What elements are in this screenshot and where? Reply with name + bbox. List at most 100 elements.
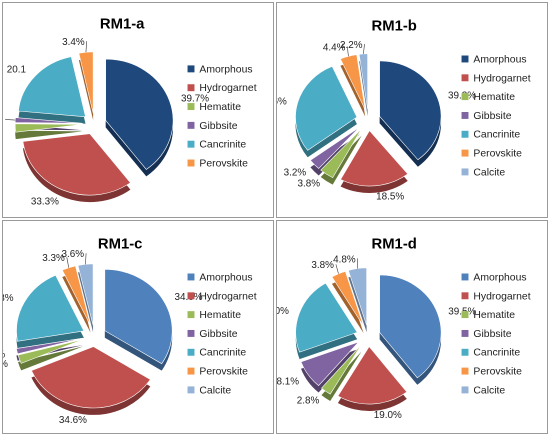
legend-rm1-d: Amorphous Hydrogarnet Hematite Gibbsite Canc… bbox=[462, 272, 531, 396]
legend-label-hematite: Hematite bbox=[473, 310, 515, 321]
leader-line-perovskite bbox=[336, 264, 339, 273]
legend-swatch-calcite bbox=[462, 386, 469, 393]
legend-swatch-gibbsite bbox=[188, 330, 195, 337]
legend-swatch-amorphous bbox=[462, 274, 469, 281]
data-label-cancrinite: 28.6% bbox=[277, 96, 287, 107]
chart-title-rm1-a: RM1-a bbox=[100, 17, 145, 33]
legend-swatch-gibbsite bbox=[462, 330, 469, 337]
data-label-hydrogarnet: 33.3% bbox=[31, 196, 59, 207]
legend-label-gibbsite: Gibbsite bbox=[199, 121, 237, 132]
data-label-perovskite: 3.4% bbox=[62, 37, 85, 48]
legend-swatch-hydrogarnet bbox=[188, 292, 195, 299]
data-label-perovskite: 3.8% bbox=[311, 260, 334, 271]
legend-swatch-cancrinite bbox=[188, 349, 195, 356]
data-label-hematite: 3.8% bbox=[298, 178, 321, 189]
chart-panel-rm1-a: RM1-a39.7%33.3%2.2%1.3%20.13.4%Amorphous… bbox=[2, 2, 274, 218]
pie-chart-rm1-b: RM1-b39.3%18.5%3.8%3.2%28.6%4.4%2.2%Amor… bbox=[277, 3, 547, 217]
data-label-cancrinite: 22.0% bbox=[277, 306, 289, 317]
chart-title-rm1-b: RM1-b bbox=[371, 19, 416, 35]
legend-rm1-b: Amorphous Hydrogarnet Hematite Gibbsite Canc… bbox=[462, 54, 531, 178]
legend-label-hydrogarnet: Hydrogarnet bbox=[199, 291, 256, 302]
legend-swatch-perovskite bbox=[188, 160, 195, 167]
legend-label-cancrinite: Cancrinite bbox=[473, 348, 520, 359]
legend-label-perovskite: Perovskite bbox=[199, 158, 248, 169]
slice-amorphous bbox=[380, 61, 441, 160]
legend-swatch-cancrinite bbox=[188, 141, 195, 148]
data-label-gibbsite: 1.4% bbox=[3, 350, 5, 361]
data-label-hydrogarnet: 18.5% bbox=[376, 192, 404, 203]
legend-label-gibbsite: Gibbsite bbox=[473, 329, 511, 340]
legend-label-perovskite: Perovskite bbox=[473, 367, 522, 378]
data-label-calcite: 3.6% bbox=[62, 249, 85, 260]
legend-label-hydrogarnet: Hydrogarnet bbox=[473, 73, 530, 84]
data-label-cancrinite: 20.8% bbox=[3, 293, 14, 304]
data-label-hematite: 2.8% bbox=[297, 396, 320, 407]
legend-label-hematite: Hematite bbox=[473, 92, 515, 103]
data-label-hydrogarnet: 19.0% bbox=[374, 410, 402, 421]
leader-line-gibbsite bbox=[5, 119, 15, 120]
legend-swatch-cancrinite bbox=[462, 349, 469, 356]
slice-cancrinite bbox=[18, 57, 85, 117]
legend-label-amorphous: Amorphous bbox=[199, 272, 252, 283]
legend-label-perovskite: Perovskite bbox=[473, 149, 522, 160]
legend-swatch-perovskite bbox=[462, 368, 469, 375]
pie-chart-rm1-d: RM1-d39.5%19.0%2.8%8.1%22.0%3.8%4.8%Amor… bbox=[277, 221, 547, 433]
legend-label-calcite: Calcite bbox=[473, 167, 505, 178]
legend-swatch-hydrogarnet bbox=[462, 74, 469, 81]
legend-swatch-hematite bbox=[462, 93, 469, 100]
legend-swatch-amorphous bbox=[188, 274, 195, 281]
legend-label-hematite: Hematite bbox=[199, 310, 241, 321]
legend-label-perovskite: Perovskite bbox=[199, 367, 248, 378]
legend-swatch-hematite bbox=[462, 311, 469, 318]
legend-label-cancrinite: Cancrinite bbox=[199, 348, 246, 359]
slice-hydrogarnet bbox=[23, 134, 130, 195]
legend-label-amorphous: Amorphous bbox=[473, 272, 526, 283]
legend-swatch-hematite bbox=[188, 103, 195, 110]
data-label-calcite: 4.8% bbox=[333, 254, 356, 265]
legend-swatch-perovskite bbox=[188, 368, 195, 375]
slice-hematite bbox=[15, 124, 82, 132]
chart-panel-rm1-b: RM1-b39.3%18.5%3.8%3.2%28.6%4.4%2.2%Amor… bbox=[276, 2, 548, 218]
legend-swatch-cancrinite bbox=[462, 131, 469, 138]
leader-line-calcite bbox=[363, 44, 364, 54]
legend-swatch-calcite bbox=[462, 168, 469, 175]
legend-label-cancrinite: Cancrinite bbox=[473, 130, 520, 141]
legend-swatch-amorphous bbox=[188, 65, 195, 72]
legend-label-hematite: Hematite bbox=[199, 102, 241, 113]
data-label-gibbsite: 3.2% bbox=[284, 167, 307, 178]
data-label-hydrogarnet: 34.6% bbox=[59, 415, 87, 426]
legend-label-calcite: Calcite bbox=[199, 385, 231, 396]
legend-swatch-gibbsite bbox=[462, 112, 469, 119]
data-label-gibbsite: 8.1% bbox=[277, 377, 299, 388]
legend-rm1-a: Amorphous Hydrogarnet Hematite Gibbsite Canc… bbox=[188, 64, 257, 169]
legend-label-cancrinite: Cancrinite bbox=[199, 140, 246, 151]
legend-label-amorphous: Amorphous bbox=[199, 64, 252, 75]
slice-tops bbox=[295, 54, 441, 186]
leader-line-perovskite bbox=[86, 41, 87, 52]
legend-swatch-hydrogarnet bbox=[462, 292, 469, 299]
legend-swatch-gibbsite bbox=[188, 122, 195, 129]
chart-title-rm1-d: RM1-d bbox=[371, 237, 416, 253]
legend-label-amorphous: Amorphous bbox=[473, 54, 526, 65]
legend-swatch-hematite bbox=[188, 311, 195, 318]
legend-swatch-hydrogarnet bbox=[188, 84, 195, 91]
legend-label-hydrogarnet: Hydrogarnet bbox=[199, 83, 256, 94]
legend-label-hydrogarnet: Hydrogarnet bbox=[473, 291, 530, 302]
data-label-cancrinite: 20.1 bbox=[7, 65, 27, 76]
legend-label-calcite: Calcite bbox=[473, 385, 505, 396]
legend-swatch-amorphous bbox=[462, 56, 469, 63]
slice-amorphous bbox=[106, 59, 173, 169]
pie-chart-rm1-a: RM1-a39.7%33.3%2.2%1.3%20.13.4%Amorphous… bbox=[3, 3, 273, 217]
chart-panel-rm1-c: RM1-c34.0%34.6%2.3%1.4%20.8%3.3%3.6%Amor… bbox=[2, 220, 274, 434]
legend-label-gibbsite: Gibbsite bbox=[473, 111, 511, 122]
slice-amorphous bbox=[105, 269, 172, 363]
slice-tops bbox=[296, 268, 441, 404]
pie-chart-rm1-c: RM1-c34.0%34.6%2.3%1.4%20.8%3.3%3.6%Amor… bbox=[3, 221, 273, 433]
chart-panel-rm1-d: RM1-d39.5%19.0%2.8%8.1%22.0%3.8%4.8%Amor… bbox=[276, 220, 548, 434]
legend-label-gibbsite: Gibbsite bbox=[199, 329, 237, 340]
slice-amorphous bbox=[380, 275, 441, 378]
leader-line-calcite bbox=[85, 253, 86, 264]
data-label-calcite: 2.2% bbox=[340, 40, 363, 51]
legend-swatch-calcite bbox=[188, 386, 195, 393]
chart-title-rm1-c: RM1-c bbox=[98, 237, 143, 253]
